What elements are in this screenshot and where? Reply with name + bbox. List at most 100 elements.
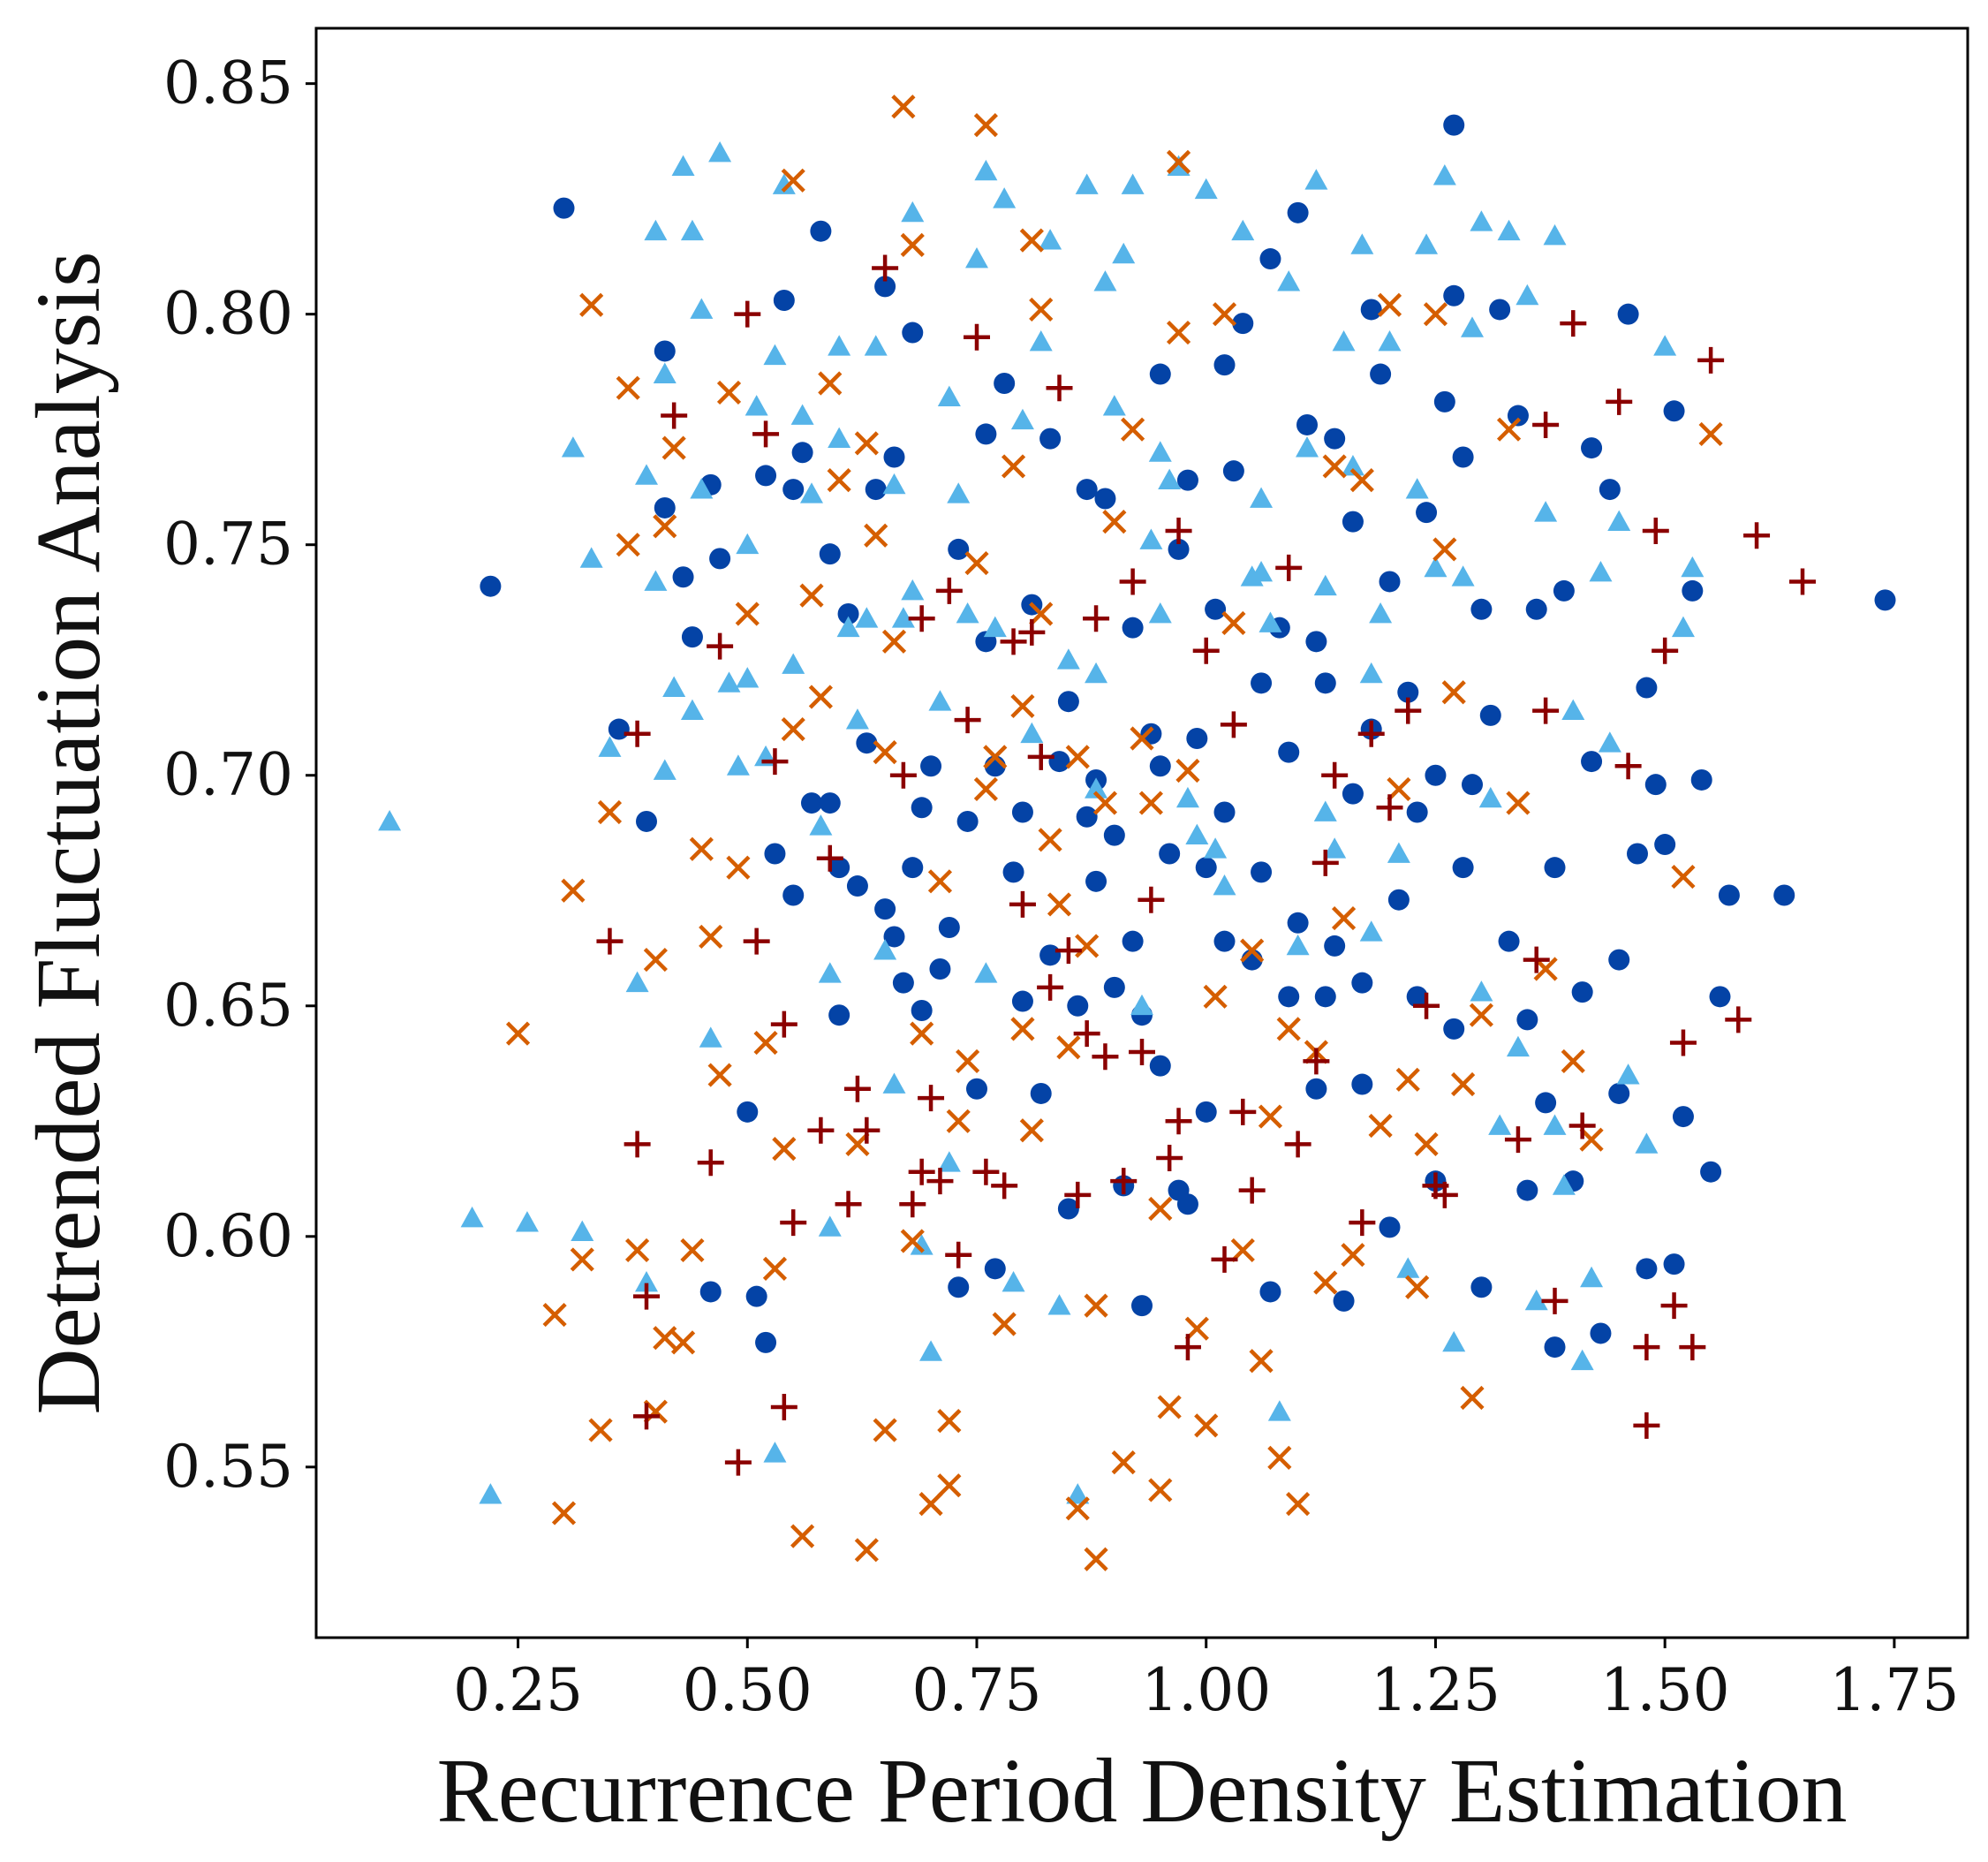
point-triangle <box>1185 823 1209 845</box>
point-x <box>1249 1349 1274 1374</box>
point-circle <box>1278 741 1300 763</box>
point-circle <box>1360 299 1382 321</box>
point-circle <box>1581 437 1603 459</box>
point-x <box>1671 865 1696 889</box>
point-x <box>808 685 833 709</box>
point-x <box>1331 905 1357 931</box>
point-x <box>1212 302 1237 327</box>
point-circle <box>1498 930 1520 952</box>
point-circle <box>1048 751 1070 773</box>
point-circle <box>1682 579 1704 602</box>
y-tick-label: 0.60 <box>163 1202 293 1270</box>
point-circle <box>994 372 1016 394</box>
y-tick-label: 0.55 <box>163 1433 293 1501</box>
point-circle <box>1039 428 1062 450</box>
point-triangle <box>1231 219 1255 241</box>
point-triangle <box>1121 173 1145 194</box>
point-x <box>1506 791 1531 815</box>
point-circle <box>1259 248 1281 270</box>
point-circle <box>1094 488 1116 510</box>
point-circle <box>1544 857 1566 879</box>
point-triangle <box>1561 699 1585 721</box>
point-triangle <box>1552 1174 1576 1195</box>
point-circle <box>1700 1161 1722 1183</box>
point-triangle <box>479 1483 503 1504</box>
point-circle <box>865 479 887 501</box>
point-x <box>588 1418 613 1442</box>
point-triangle <box>1415 233 1439 254</box>
point-x <box>973 776 998 801</box>
point-plus <box>724 1449 752 1476</box>
point-x <box>900 1229 925 1253</box>
point-x <box>1084 1293 1108 1318</box>
point-triangle <box>1671 616 1695 638</box>
point-x <box>653 514 677 539</box>
x-axis: 0.25 0.50 0.75 1.00 1.25 1.50 1.75 <box>453 1638 1959 1724</box>
point-circle <box>782 479 805 501</box>
point-circle <box>1351 1073 1373 1095</box>
point-x <box>653 1326 677 1351</box>
point-plus <box>1376 794 1403 821</box>
point-circle <box>1452 446 1474 468</box>
point-triangle <box>763 1442 787 1463</box>
point-plus <box>835 1191 862 1218</box>
point-triangle <box>1102 395 1126 416</box>
point-plus <box>1192 637 1220 664</box>
point-circle <box>1718 884 1740 906</box>
point-triangle <box>1148 441 1172 462</box>
point-circle <box>1636 677 1658 699</box>
point-plus <box>1349 1209 1376 1237</box>
point-plus <box>1614 753 1642 780</box>
point-plus <box>1238 1177 1266 1204</box>
point-x <box>772 1137 797 1162</box>
point-x <box>597 799 623 825</box>
point-circle <box>1122 930 1144 952</box>
point-plus <box>633 1283 660 1310</box>
point-circle <box>755 1331 777 1353</box>
point-circle <box>1452 857 1474 879</box>
point-x <box>1698 421 1723 447</box>
point-x <box>1387 776 1411 801</box>
point-triangle <box>1598 731 1621 753</box>
point-circle <box>654 340 676 362</box>
point-circle <box>672 566 694 588</box>
point-x <box>1056 1035 1081 1060</box>
point-triangle <box>993 187 1017 208</box>
point-circle <box>755 465 777 487</box>
point-x <box>1194 1413 1219 1438</box>
x-tick-label: 1.25 <box>1371 1656 1500 1724</box>
plot-frame <box>314 26 1969 1639</box>
point-triangle <box>919 1340 943 1361</box>
point-x <box>561 878 586 903</box>
point-x <box>699 924 723 950</box>
point-x <box>1469 1003 1493 1027</box>
point-circle <box>1259 1281 1281 1303</box>
point-plus <box>1138 886 1165 913</box>
point-x <box>661 435 686 460</box>
point-x <box>881 629 907 654</box>
point-triangle <box>937 1151 961 1172</box>
y-tick-label: 0.85 <box>163 49 293 117</box>
point-plus <box>780 1209 807 1237</box>
point-circle <box>1342 511 1364 533</box>
point-x <box>1441 680 1466 705</box>
point-x <box>1423 302 1448 327</box>
point-triangle <box>1516 284 1539 306</box>
point-circle <box>1149 1055 1171 1077</box>
point-x <box>946 1109 971 1133</box>
point-x <box>927 869 953 894</box>
point-circle <box>1425 764 1447 786</box>
point-x <box>1432 537 1457 562</box>
point-x <box>1084 1547 1108 1571</box>
point-circle <box>1287 912 1309 934</box>
point-x <box>670 1330 696 1355</box>
point-triangle <box>690 478 714 499</box>
point-triangle <box>1085 777 1108 799</box>
point-x <box>781 716 805 742</box>
point-circle <box>654 496 676 518</box>
point-triangle <box>1167 155 1191 177</box>
point-triangle <box>460 1206 484 1228</box>
point-circle <box>975 423 997 445</box>
point-circle <box>1333 1290 1355 1312</box>
point-circle <box>1149 363 1171 385</box>
